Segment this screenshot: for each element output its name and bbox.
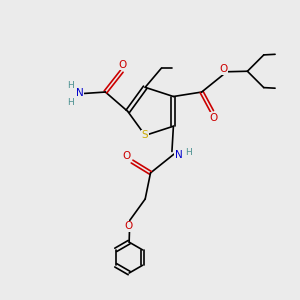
Text: O: O: [209, 113, 218, 123]
Text: N: N: [175, 150, 182, 160]
Text: S: S: [142, 130, 148, 140]
Text: O: O: [123, 151, 131, 160]
Text: N: N: [76, 88, 83, 98]
Text: O: O: [124, 221, 133, 231]
Text: H: H: [67, 81, 74, 90]
Text: O: O: [220, 64, 228, 74]
Text: O: O: [118, 60, 127, 70]
Text: H: H: [67, 98, 74, 107]
Text: H: H: [185, 148, 192, 158]
